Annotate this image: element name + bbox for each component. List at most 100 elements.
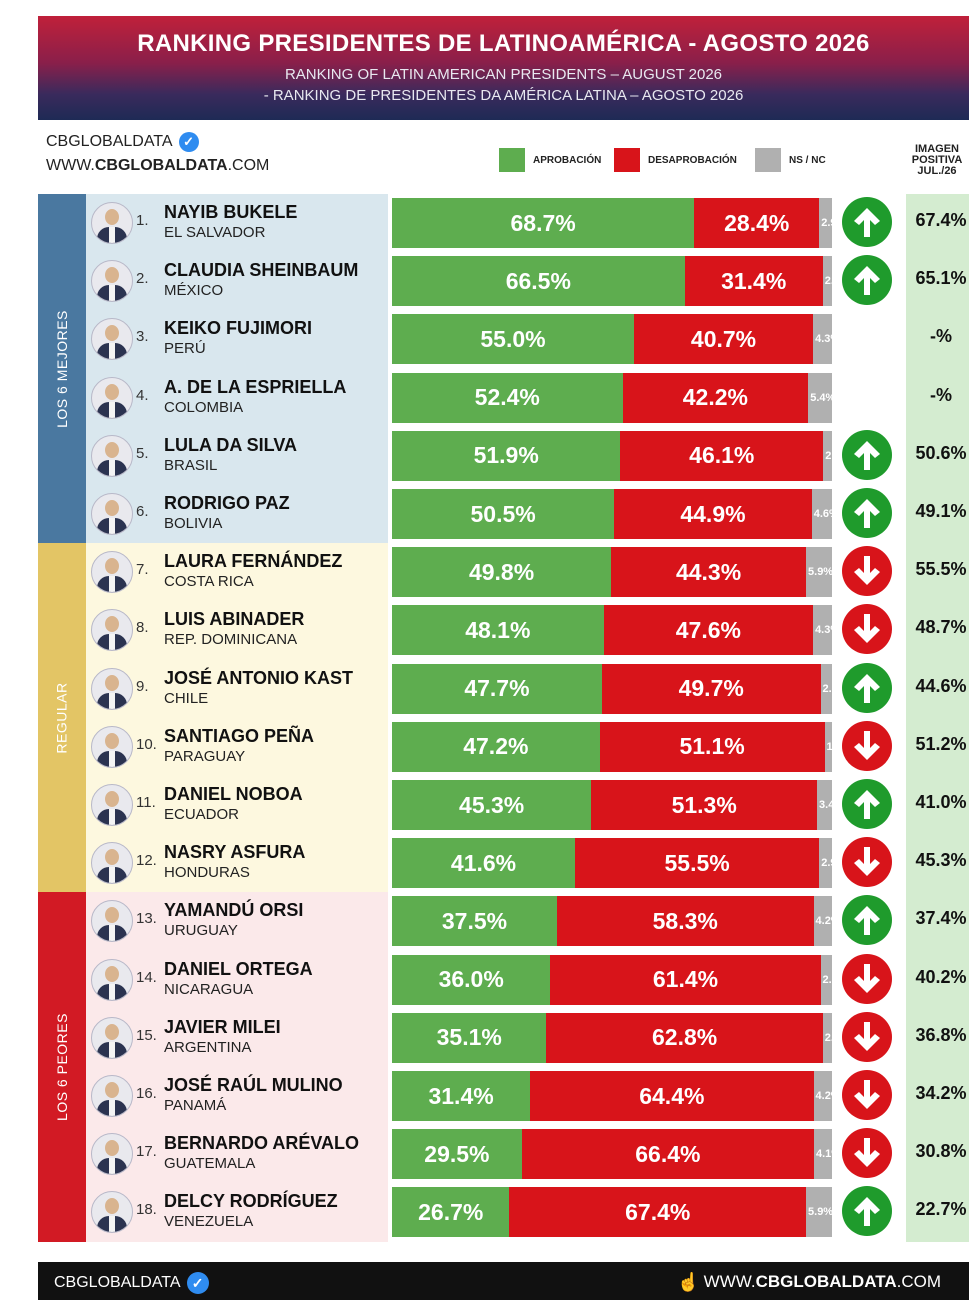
- group-info-background-1: [86, 543, 388, 893]
- approval-segment: 49.8%: [392, 547, 612, 598]
- avatar-shirt: [109, 518, 115, 534]
- avatar-face: [105, 267, 119, 284]
- avatar: [91, 493, 133, 535]
- verified-check-icon: ✓: [186, 1272, 209, 1294]
- avatar: [91, 1016, 133, 1059]
- president-name: JOSÉ ANTONIO KAST: [164, 667, 354, 688]
- legend-nsnc: NS / NC: [755, 148, 826, 172]
- table-row: 2.CLAUDIA SHEINBAUMMÉXICO66.5%31.4%2.1%6…: [86, 252, 969, 308]
- footer-site-link[interactable]: ☝ WWW.CBGLOBALDATA.COM: [677, 1272, 941, 1293]
- rank-number: 2.: [136, 270, 149, 288]
- approval-segment: 41.6%: [392, 838, 576, 889]
- positive-image-value: 45.3%: [915, 850, 967, 871]
- disapproval-swatch: [614, 148, 640, 172]
- country-name: NICARAGUA: [164, 980, 254, 998]
- rank-number: 10.: [136, 735, 157, 753]
- stacked-bar: 55.0%40.7%4.3%: [392, 314, 832, 365]
- nsnc-segment: 2.9%: [819, 838, 832, 889]
- stacked-bar: 47.2%51.1%1.7%: [392, 721, 832, 772]
- avatar-face: [105, 383, 119, 400]
- arrow-down-icon: [842, 604, 892, 655]
- rank-number: 12.: [136, 852, 157, 870]
- arrow-down-icon: [842, 953, 892, 1004]
- stacked-bar: 47.7%49.7%2.6%: [392, 663, 832, 714]
- footer-site-suffix: .COM: [896, 1272, 941, 1291]
- disapproval-segment: 61.4%: [550, 954, 821, 1005]
- approval-segment: 36.0%: [392, 954, 551, 1005]
- avatar-face: [105, 558, 119, 575]
- president-name: NAYIB BUKELE: [164, 202, 298, 222]
- arrow-up-icon: [842, 779, 892, 829]
- arrow-down-icon: [842, 1070, 892, 1120]
- legend-approval: APROBACIÓN: [499, 148, 601, 172]
- approval-segment: 48.1%: [392, 605, 604, 656]
- avatar: [91, 667, 133, 710]
- nsnc-segment: 5.9%: [806, 547, 832, 598]
- avatar: [91, 1075, 133, 1117]
- stacked-bar: 41.6%55.5%2.9%: [392, 838, 832, 889]
- avatar-shirt: [109, 925, 115, 942]
- nsnc-segment: 4.1%: [813, 1129, 832, 1180]
- avatar-face: [105, 1082, 119, 1098]
- country-name: MÉXICO: [164, 282, 224, 300]
- president-name: DANIEL NOBOA: [164, 784, 303, 804]
- brand-site[interactable]: WWW.CBGLOBALDATA.COM: [46, 157, 269, 175]
- nsnc-segment: 5.4%: [808, 372, 832, 423]
- arrow-down-icon: [842, 720, 892, 771]
- nsnc-segment: 4.2%: [813, 896, 832, 947]
- president-name: DELCY RODRÍGUEZ: [164, 1191, 338, 1212]
- nsnc-segment: 2.1%: [822, 1012, 832, 1063]
- positive-image-value: 36.8%: [915, 1024, 967, 1045]
- president-name: LAURA FERNÁNDEZ: [164, 551, 343, 572]
- nsnc-segment: 4.6%: [811, 489, 832, 539]
- president-name: JAVIER MILEI: [164, 1016, 281, 1037]
- president-name: SANTIAGO PEÑA: [164, 725, 315, 746]
- table-row: 10.SANTIAGO PEÑAPARAGUAY47.2%51.1%1.7%51…: [86, 718, 969, 774]
- group-label-text: LOS 6 PEORES: [54, 1013, 70, 1121]
- group-label-text: LOS 6 MEJORES: [54, 309, 71, 428]
- footer-site-prefix: WWW.: [703, 1272, 756, 1291]
- disapproval-segment: 66.4%: [521, 1129, 814, 1180]
- disapproval-segment: 44.3%: [611, 547, 807, 598]
- positive-image-value: 67.4%: [915, 210, 967, 230]
- nsnc-segment: 2.6%: [820, 663, 832, 714]
- avatar-face: [105, 791, 119, 807]
- avatar-face: [105, 1023, 119, 1040]
- nsnc-segment: 2.9%: [819, 198, 832, 248]
- legend-disapproval-label: DESAPROBACIÓN: [648, 154, 737, 166]
- approval-segment: 52.4%: [392, 372, 623, 423]
- disapproval-segment: 49.7%: [601, 663, 821, 714]
- page-title: RANKING PRESIDENTES DE LATINOAMÉRICA - A…: [137, 30, 870, 57]
- group-band-0: LOS 6 MEJORES: [38, 194, 86, 544]
- positive-image-value: 40.2%: [915, 966, 967, 987]
- country-name: ECUADOR: [164, 806, 240, 823]
- disapproval-segment: 46.1%: [620, 430, 824, 481]
- site-suffix: .COM: [227, 157, 270, 174]
- rank-number: 15.: [136, 1026, 157, 1044]
- positive-image-value: -%: [930, 384, 952, 405]
- pointer-hand-icon: ☝: [677, 1272, 700, 1293]
- verified-check-icon: ✓: [178, 132, 199, 152]
- avatar: [91, 609, 133, 652]
- avatar-shirt: [109, 1216, 115, 1233]
- avatar-shirt: [109, 576, 115, 593]
- avatar-face: [105, 732, 119, 749]
- header-banner: RANKING PRESIDENTES DE LATINOAMÉRICA - A…: [38, 16, 969, 120]
- table-row: 7. LAURA FERNÁNDEZ COSTA RICA 49.8% 44.3% 5.9…: [86, 543, 969, 599]
- avatar-face: [105, 616, 119, 633]
- country-name: URUGUAY: [164, 922, 238, 940]
- stacked-bar: 49.8% 44.3% 5.9%: [392, 547, 832, 598]
- group-label-2: LOS 6 PEORES: [38, 892, 86, 1241]
- avatar-shirt: [109, 1041, 115, 1058]
- rank-number: 17.: [136, 1143, 157, 1161]
- disapproval-segment: 28.4%: [694, 198, 820, 248]
- president-name: LULA DA SILVA: [164, 434, 297, 455]
- president-name: DANIEL ORTEGA: [164, 958, 313, 979]
- stacked-bar: 52.4%42.2%5.4%: [392, 372, 832, 423]
- avatar-face: [105, 907, 119, 924]
- table-row: 4. A. DE LA ESPRIELLA COLOMBIA 52.4% 42.2% 5.…: [86, 369, 969, 425]
